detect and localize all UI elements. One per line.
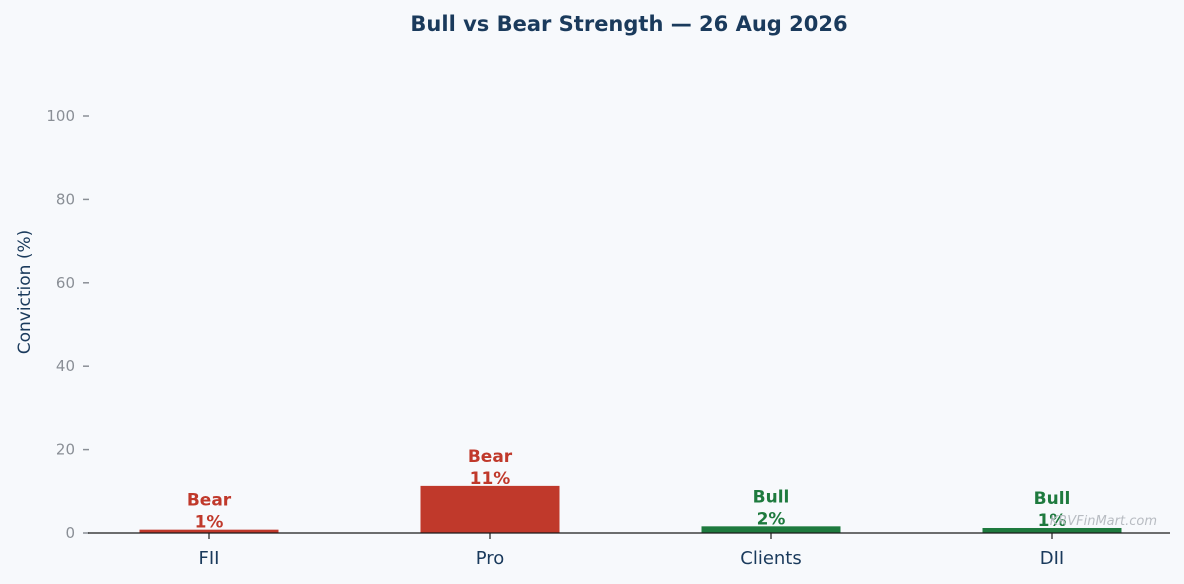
y-tick-label: 100 [46,107,75,125]
y-axis: 0 20 40 60 80 100 [46,107,89,542]
y-axis-label: Conviction (%) [15,230,35,355]
bar-clients [701,526,841,533]
x-tick-label: DII [1040,548,1064,569]
bar-sentiment-label: Bull [753,487,790,507]
y-tick-label: 20 [56,441,75,459]
bars [139,485,1122,533]
y-tick-label: 40 [56,357,75,375]
y-tick-label: 0 [65,524,75,542]
x-tick-label: Pro [476,548,505,569]
x-axis: FII Pro Clients DII [88,532,1170,569]
bar-sentiment-label: Bull [1034,489,1071,509]
bar-value-label: 1% [1038,511,1067,531]
chart-title: Bull vs Bear Strength — 26 Aug 2026 [410,12,847,36]
x-tick-label: FII [199,548,220,569]
bar-pro [420,485,560,533]
bar-sentiment-label: Bear [468,447,513,467]
bar-dii [982,527,1122,533]
x-tick-label: Clients [740,548,802,569]
bar-fii [139,529,279,533]
bar-value-label: 11% [470,469,511,489]
watermark: KRVFinMart.com [1050,514,1157,529]
bar-value-label: 1% [195,513,224,533]
y-tick-label: 80 [56,190,75,208]
bar-sentiment-label: Bear [187,491,232,511]
y-tick-label: 60 [56,274,75,292]
bar-value-label: 2% [757,509,786,529]
